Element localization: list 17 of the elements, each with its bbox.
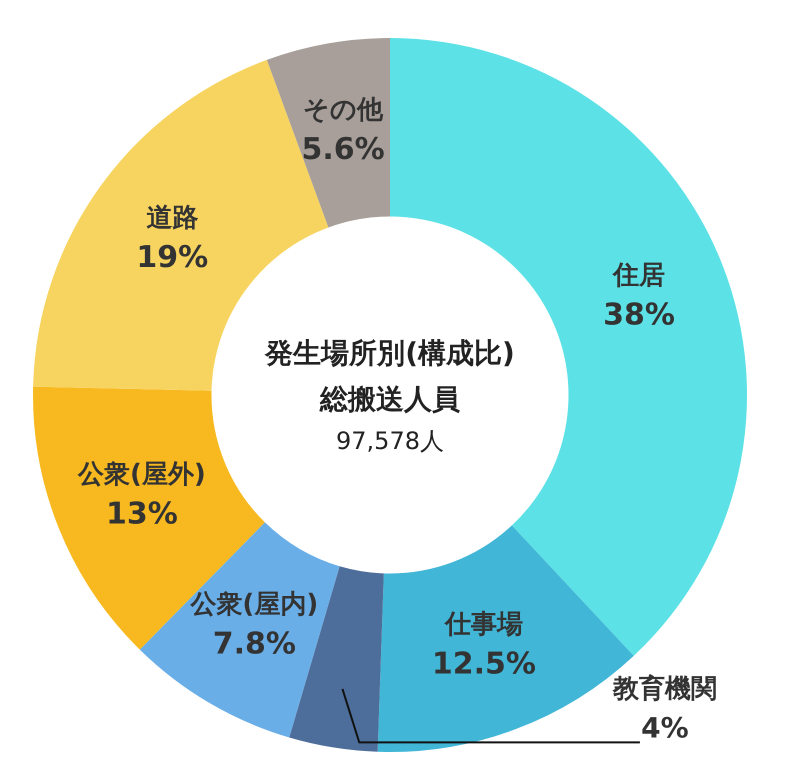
- text: 発生場所別(構成比): [264, 336, 515, 370]
- slice-label: 仕事場: [444, 609, 523, 640]
- data-label: 7.8%: [212, 626, 296, 662]
- data-label: 13%: [106, 496, 178, 532]
- slice-label: 教育機関: [612, 673, 717, 704]
- text: 97,578人: [336, 427, 444, 456]
- data-label: 12.5%: [432, 646, 536, 682]
- data-label: 5.6%: [301, 132, 385, 168]
- data-label: 19%: [136, 240, 208, 275]
- slice-label: その他: [303, 95, 384, 126]
- data-label: 38%: [603, 298, 675, 333]
- slice-label: 公衆(屋内): [189, 590, 318, 620]
- slice-label: 住居: [612, 260, 666, 290]
- slice-label: 道路: [146, 202, 198, 233]
- text: 総搬送人員: [319, 382, 460, 416]
- data-label: 4%: [641, 712, 689, 745]
- slice-label: 公衆(屋外): [76, 459, 206, 490]
